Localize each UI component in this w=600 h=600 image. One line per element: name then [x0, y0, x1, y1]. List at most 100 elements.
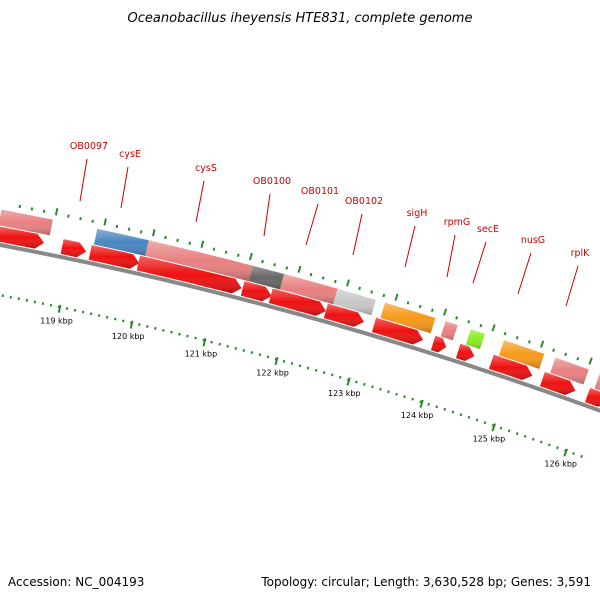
accession-text: Accession: NC_004193	[8, 575, 144, 589]
scale-minor-tick	[403, 395, 406, 399]
outer-tick	[455, 316, 459, 320]
cds-arrow-3-shading	[88, 245, 140, 269]
scale-minor-tick	[9, 295, 12, 299]
gene-band-ob0102	[333, 288, 376, 316]
scale-minor-tick	[33, 300, 37, 304]
gene-label-leader	[79, 158, 88, 202]
outer-tick	[297, 265, 302, 273]
gene-label-leader	[472, 241, 487, 284]
cds-arrow-10	[455, 343, 475, 361]
cds-arrow-13	[585, 388, 600, 407]
scale-minor-tick	[411, 397, 414, 401]
gene-label: OB0101	[301, 186, 339, 197]
scale-minor-tick	[371, 385, 374, 389]
scale-minor-tick	[178, 332, 181, 336]
outer-tick	[18, 204, 22, 209]
outer-tick	[54, 208, 59, 216]
scale-label: 119 kbp	[40, 317, 73, 326]
cds-arrow-7	[323, 303, 364, 327]
cds-arrow-1	[0, 226, 45, 249]
outer-tick	[91, 219, 94, 223]
outer-tick	[552, 348, 556, 352]
gene-band-ob0101	[279, 274, 338, 305]
scale-minor-tick	[154, 326, 157, 330]
outer-tick	[261, 259, 264, 264]
cds-arrow-6	[268, 288, 326, 316]
scale-minor-tick	[57, 305, 61, 309]
gene-label-leader	[565, 265, 579, 307]
scale-minor-tick	[274, 357, 278, 361]
gene-label-leader	[120, 166, 129, 209]
gene-band-sece	[465, 329, 485, 350]
outer-tick	[103, 218, 107, 226]
scale-minor-tick	[387, 390, 390, 394]
cds-arrow-5	[240, 281, 272, 302]
cds-arrow-8	[371, 317, 424, 345]
scale-minor-tick	[435, 405, 439, 409]
scale-minor-tick	[105, 315, 109, 319]
scale-label: 121 kbp	[185, 350, 218, 359]
scale-minor-tick	[556, 446, 559, 450]
outer-tick	[200, 240, 205, 248]
outer-tick	[309, 272, 313, 277]
scale-minor-tick	[580, 454, 583, 458]
outer-tick	[491, 324, 496, 332]
scale-minor-tick	[379, 387, 382, 391]
gene-label: nusG	[521, 235, 545, 246]
gene-label-leader	[404, 225, 416, 268]
outer-tick	[152, 229, 156, 237]
gene-label: sigH	[407, 208, 428, 219]
scale-minor-tick	[146, 325, 149, 328]
scale-label: 120 kbp	[112, 332, 145, 341]
gene-band-sigh	[380, 302, 436, 334]
outer-tick	[285, 266, 289, 270]
gene-band-cyss	[145, 240, 253, 282]
outer-tick	[564, 352, 568, 357]
gene-label: rpmG	[444, 217, 471, 228]
gene-band-ob0100-shading	[248, 265, 285, 290]
outer-tick	[503, 331, 507, 336]
gene-band-cyse-shading	[94, 228, 149, 256]
outer-tick	[382, 293, 386, 298]
scale-minor-tick	[89, 312, 93, 316]
outer-tick	[406, 301, 410, 305]
scale-minor-tick	[41, 302, 45, 306]
scale-minor-tick	[258, 353, 262, 357]
gene-label: rplK	[571, 248, 591, 259]
scale-minor-tick	[483, 421, 487, 425]
scale-minor-tick	[65, 307, 69, 311]
scale-minor-tick	[443, 407, 447, 411]
scale-major-tick	[274, 356, 279, 366]
scale-minor-tick	[491, 423, 495, 427]
outer-tick	[540, 340, 545, 348]
gene-label-leader	[263, 193, 271, 237]
scale-minor-tick	[330, 373, 334, 377]
gene-band-ob0101-shading	[279, 274, 338, 305]
gene-band-sece-shading	[465, 329, 485, 350]
outer-tick	[79, 216, 82, 221]
kbp-scale: 119 kbp 120 kbp 121 kbp 122 kbp 123 kbp 124 k…	[1, 294, 583, 469]
scale-major-tick	[346, 377, 351, 386]
scale-minor-tick	[475, 418, 479, 422]
gene-label: cysS	[195, 163, 217, 174]
outer-tick	[321, 276, 325, 280]
scale-minor-tick	[170, 330, 173, 334]
gene-label-leader	[352, 213, 363, 256]
cds-arrow-12	[540, 372, 576, 395]
scale-major-tick	[491, 423, 496, 432]
gene-label: secE	[477, 224, 499, 235]
scale-minor-tick	[539, 440, 543, 444]
scale-minor-tick	[419, 400, 422, 404]
cds-arrow-4-shading	[136, 255, 242, 294]
outer-tick	[370, 290, 374, 294]
gene-label-leader	[305, 203, 319, 246]
outer-tick	[273, 263, 276, 267]
scale-label: 124 kbp	[401, 411, 434, 420]
scale-major-tick	[129, 320, 134, 329]
cds-arrow-9	[430, 335, 447, 353]
scale-minor-tick	[210, 340, 213, 344]
scale-minor-tick	[531, 437, 535, 441]
gene-label: cysE	[119, 149, 141, 160]
outer-tick	[115, 224, 119, 229]
gene-band-cyss-shading	[145, 240, 253, 282]
